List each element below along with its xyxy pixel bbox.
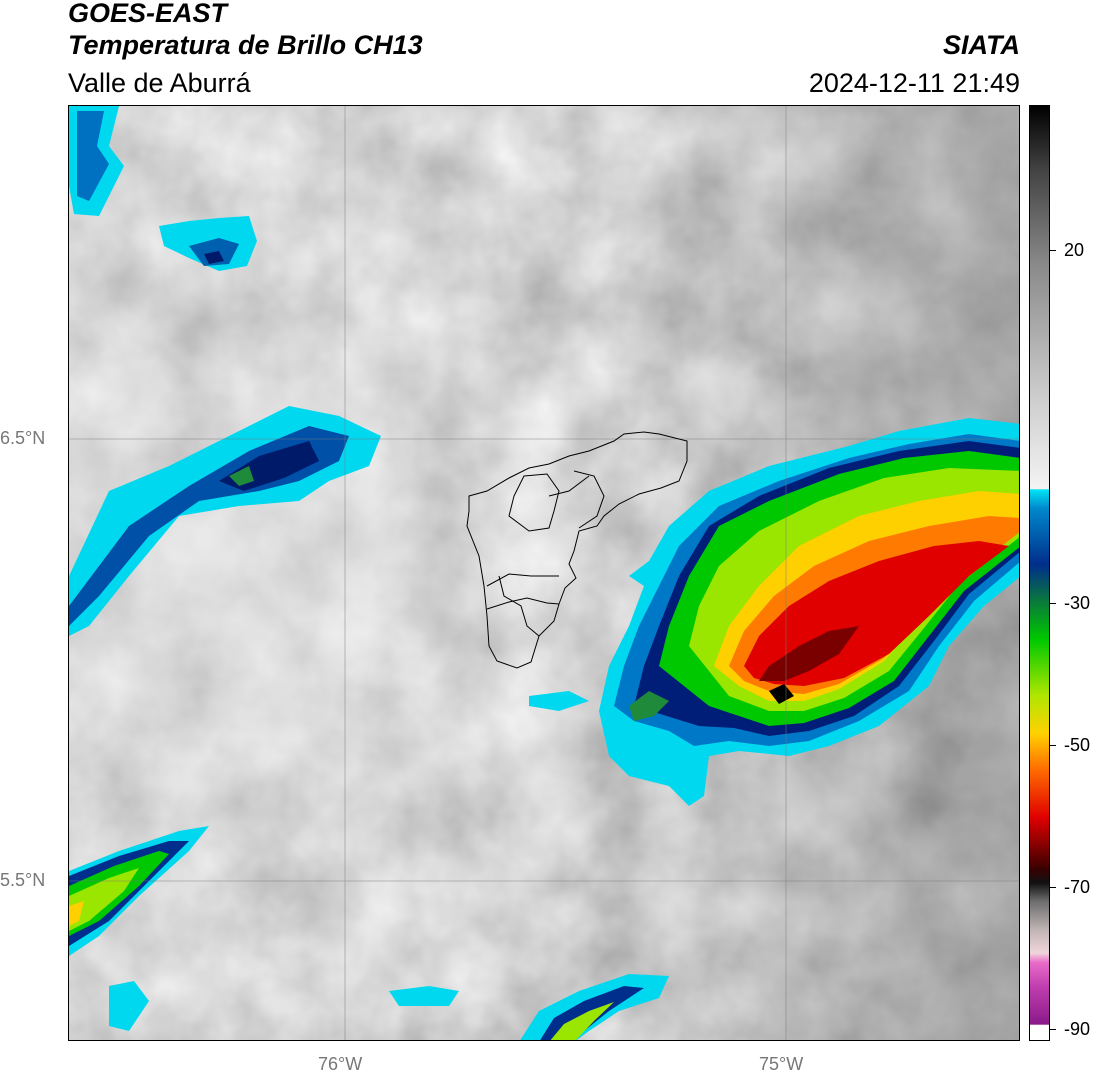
title-satellite: GOES-EAST [68, 0, 228, 28]
timestamp-label: 2024-12-11 21:49 [808, 68, 1020, 98]
subtitle-region: Valle de Aburrá [68, 68, 251, 98]
satellite-map [68, 105, 1020, 1041]
colorbar-tick-minus90 [1050, 1029, 1056, 1030]
colorbar-tick-20 [1050, 250, 1056, 251]
valle-de-aburra-boundaries [466, 431, 688, 669]
lat-label-5-5n: 5.5°N [0, 870, 46, 890]
lat-label-6-5n: 6.5°N [0, 428, 46, 448]
cloud-band-left [69, 406, 381, 636]
colorbar-tick-minus30 [1050, 603, 1056, 604]
colorbar-label-minus50: -50 [1064, 735, 1091, 755]
organization-label: SIATA [943, 30, 1020, 60]
colorbar-label-minus30: -30 [1064, 593, 1091, 613]
colorbar-gradient [1030, 106, 1049, 1040]
graticule [69, 106, 1019, 1040]
cloud-cluster-top-left [69, 106, 257, 271]
lon-label-75w: 75°W [759, 1054, 804, 1074]
colorbar-tick-minus50 [1050, 745, 1056, 746]
colorbar-label-20: 20 [1064, 240, 1085, 260]
colorbar-tick-minus70 [1050, 887, 1056, 888]
colorbar [1029, 105, 1050, 1041]
storm-cell-main [529, 418, 1019, 806]
colorbar-label-minus90: -90 [1064, 1019, 1091, 1039]
lon-label-76w: 76°W [318, 1054, 363, 1074]
cloud-cluster-bottom [389, 974, 669, 1040]
map-canvas [69, 106, 1019, 1040]
cloud-band-bottom-left [69, 826, 209, 1031]
colorbar-label-minus70: -70 [1064, 877, 1091, 897]
title-product: Temperatura de Brillo CH13 [68, 30, 423, 60]
